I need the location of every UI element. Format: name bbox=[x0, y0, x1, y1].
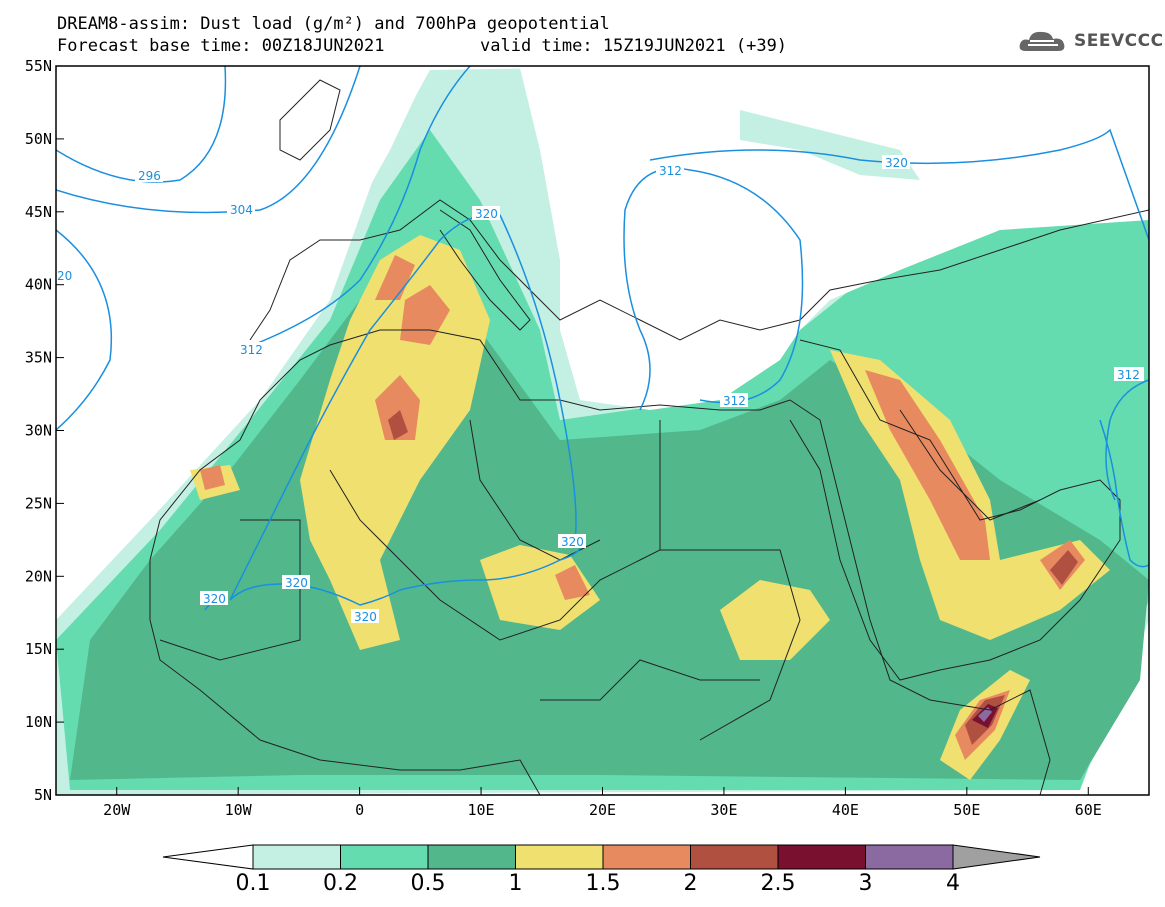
coastline-italy bbox=[439, 209, 531, 331]
contour-label-320: 320 bbox=[285, 576, 308, 590]
colorbar-over-triangle bbox=[952, 844, 1041, 870]
map-subtitle: Forecast base time: 00Z18JUN2021 valid ti… bbox=[57, 36, 787, 56]
contour-312 bbox=[239, 66, 471, 351]
dust-field-1 bbox=[300, 235, 490, 650]
contour-312 bbox=[1105, 379, 1149, 501]
logo-text: SEEVCCC bbox=[1074, 31, 1164, 51]
seevccc-logo: SEEVCCC bbox=[1018, 27, 1163, 57]
border bbox=[329, 420, 661, 641]
colorbar-box bbox=[602, 844, 691, 870]
lat-tick-label: 45N bbox=[25, 203, 52, 221]
lon-tick-label: 50E bbox=[953, 801, 980, 819]
base-time-label: Forecast base time: 00Z18JUN2021 bbox=[57, 36, 385, 56]
dust-field-1.5 bbox=[375, 375, 420, 440]
lon-tick-label: 10W bbox=[225, 801, 253, 819]
lat-tick-label: 5N bbox=[34, 786, 52, 804]
border bbox=[159, 519, 301, 661]
coastline-africa-west bbox=[149, 560, 541, 795]
contour-304 bbox=[56, 66, 361, 214]
colorbar-box bbox=[427, 844, 516, 870]
dust-field-1.5 bbox=[865, 370, 990, 560]
contour-label-312: 312 bbox=[723, 394, 746, 408]
colorbar-box bbox=[515, 844, 604, 870]
coastline-africa bbox=[149, 329, 1051, 795]
contour-label-312: 312 bbox=[240, 343, 263, 357]
contour-320 bbox=[649, 128, 1149, 241]
clear-area bbox=[520, 66, 1149, 410]
dust-field-1 bbox=[720, 580, 830, 660]
lat-tick-label: 15N bbox=[25, 640, 52, 658]
lat-tick-label: 40N bbox=[25, 276, 52, 294]
dust-field-3 bbox=[978, 707, 992, 722]
contour-296 bbox=[56, 66, 227, 183]
contour-label-304: 304 bbox=[230, 203, 253, 217]
lat-tick-label: 50N bbox=[25, 130, 52, 148]
colorbar-label: 3 bbox=[858, 871, 873, 896]
contour-label-312: 312 bbox=[659, 164, 682, 178]
clear-area bbox=[740, 110, 920, 180]
lat-tick-label: 25N bbox=[25, 494, 52, 512]
colorbar-box bbox=[340, 844, 429, 870]
lon-tick-label: 30E bbox=[710, 801, 737, 819]
lat-tick-label: 35N bbox=[25, 349, 52, 367]
lat-tick-label: 30N bbox=[25, 422, 52, 440]
lon-tick-label: 10E bbox=[468, 801, 495, 819]
dust-field-1.5 bbox=[555, 565, 590, 600]
border bbox=[899, 409, 1041, 521]
colorbar-label: 0.1 bbox=[235, 871, 271, 896]
axis-ticks: 20W 10W 0 10E 20E 30E 40E 50E 60E 55N 50N 45N 40N 35N… bbox=[25, 57, 1102, 819]
cloud-icon bbox=[1019, 31, 1065, 51]
lon-tick-label: 60E bbox=[1075, 801, 1102, 819]
colorbar-label: 2 bbox=[683, 871, 698, 896]
border bbox=[469, 419, 601, 561]
colorbar-under-triangle bbox=[162, 844, 254, 870]
contour-label-20: 20 bbox=[57, 269, 72, 283]
contour-label-320: 320 bbox=[203, 592, 226, 606]
coastline-arabia bbox=[789, 339, 1121, 681]
lon-tick-label: 20W bbox=[103, 801, 131, 819]
lon-tick-label: 0 bbox=[355, 801, 364, 819]
contour-label-296: 296 bbox=[138, 169, 161, 183]
dust-field-2 bbox=[1050, 550, 1078, 585]
dust-field-1 bbox=[480, 545, 600, 630]
lat-tick-label: 10N bbox=[25, 713, 52, 731]
dust-field-1.5 bbox=[375, 255, 415, 300]
contour-320 bbox=[229, 213, 581, 606]
colorbar-label: 0.2 bbox=[323, 871, 358, 896]
contour-label-312: 312 bbox=[1117, 368, 1140, 382]
border bbox=[540, 659, 760, 701]
colorbar-label: 0.5 bbox=[410, 871, 446, 896]
border bbox=[660, 549, 801, 741]
lon-tick-label: 40E bbox=[832, 801, 859, 819]
dust-field-1.5 bbox=[200, 465, 225, 490]
contour-label-320: 320 bbox=[475, 207, 498, 221]
contour-312 bbox=[56, 229, 113, 431]
dust-field-2 bbox=[388, 410, 408, 440]
colorbar-box bbox=[865, 844, 954, 870]
coastline-europe bbox=[249, 199, 1149, 341]
colorbar-box bbox=[690, 844, 779, 870]
colorbar-box bbox=[777, 844, 866, 870]
colorbar-label: 4 bbox=[946, 871, 960, 896]
contour-320 bbox=[1099, 419, 1149, 568]
colorbar-label: 1.5 bbox=[585, 871, 621, 896]
lat-tick-label: 55N bbox=[25, 57, 52, 75]
colorbar-label: 1 bbox=[508, 871, 523, 896]
lon-tick-label: 20E bbox=[589, 801, 616, 819]
contour-312 bbox=[623, 167, 804, 411]
colorbar-box bbox=[252, 844, 341, 870]
map-title: DREAM8-assim: Dust load (g/m²) and 700hP… bbox=[57, 14, 610, 34]
contour-label-320: 320 bbox=[885, 156, 908, 170]
coastline-britain bbox=[279, 79, 341, 161]
contour-label-320: 320 bbox=[561, 535, 584, 549]
colorbar-label: 2.5 bbox=[760, 871, 796, 896]
contour-label-320: 320 bbox=[354, 610, 377, 624]
valid-time-label: valid time: 15Z19JUN2021 (+39) bbox=[480, 36, 788, 56]
lat-tick-label: 20N bbox=[25, 567, 52, 585]
